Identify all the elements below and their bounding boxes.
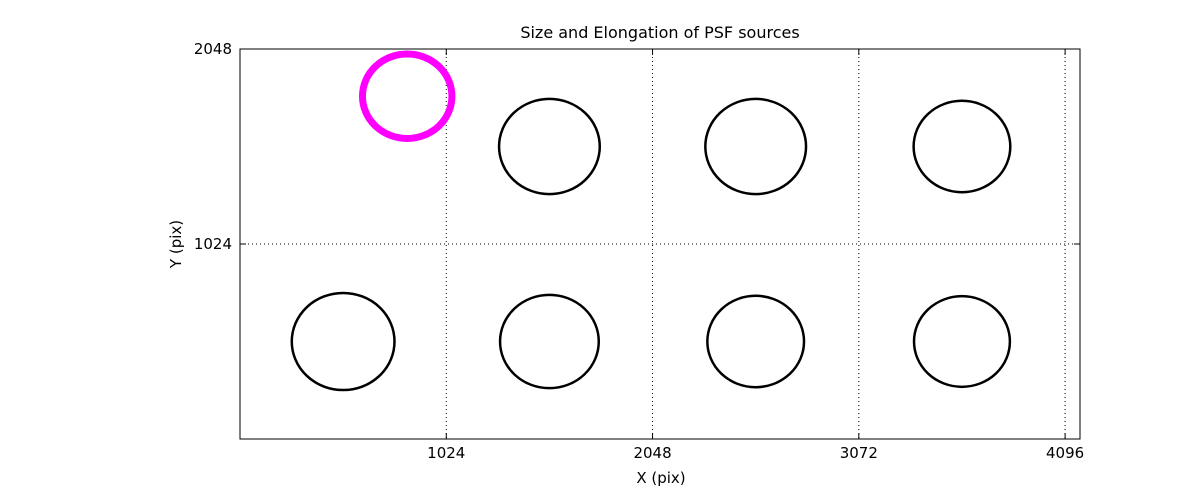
psf-ellipse [290, 291, 396, 392]
tick-label-layer: 1024 2048 3072 4096 1024 2048 [194, 40, 1084, 462]
x-tick-label: 2048 [633, 444, 671, 462]
x-tick-label: 3072 [840, 444, 878, 462]
x-tick-label: 1024 [427, 444, 465, 462]
plot-border [239, 48, 1081, 440]
psf-ellipse [706, 294, 806, 389]
x-axis-label: X (pix) [636, 469, 685, 487]
psf-ellipse [498, 293, 601, 390]
psf-ellipse [497, 97, 602, 196]
plot-title: Size and Elongation of PSF sources [520, 23, 799, 42]
x-tick-label: 4096 [1046, 444, 1084, 462]
y-tick-label: 1024 [194, 235, 232, 253]
psf-sources-layer [290, 50, 1012, 392]
psf-ellipse [912, 294, 1012, 389]
psf-ellipse [912, 99, 1012, 194]
flagged-psf-ellipse [358, 50, 456, 143]
psf-ellipse [704, 97, 808, 196]
y-tick-label: 2048 [194, 40, 232, 58]
y-axis-label: Y (pix) [167, 220, 185, 269]
